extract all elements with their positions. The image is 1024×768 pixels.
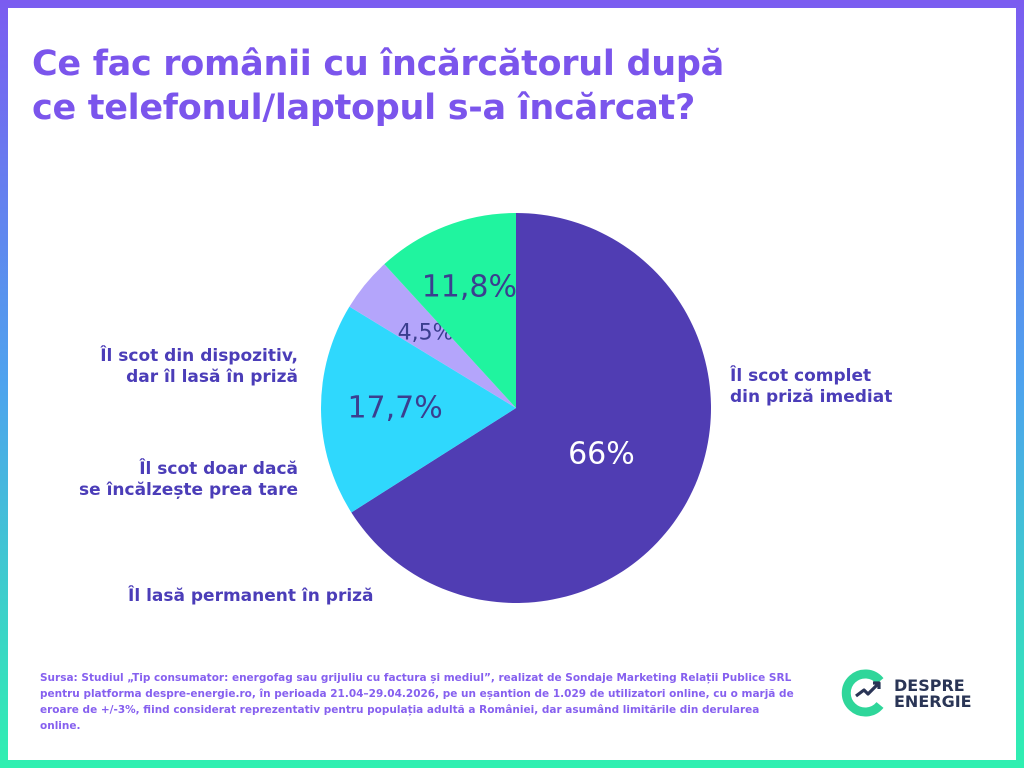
pie-slice <box>349 264 516 408</box>
pie-slice <box>321 306 516 513</box>
slice-value-label: 66% <box>568 436 635 471</box>
logo-line-1: DESPRE <box>894 676 965 695</box>
chart-title: Ce fac românii cu încărcătorul după ce t… <box>32 44 724 128</box>
label-scot-incalzeste: Îl scot doar dacă se încălzește prea tar… <box>79 459 298 500</box>
label-scot-complet: Îl scot complet din priză imediat <box>730 366 893 407</box>
logo-line-2: ENERGIE <box>894 692 972 711</box>
source-note: Sursa: Studiul „Tip consumator: energofa… <box>40 672 794 732</box>
energy-logo-icon <box>841 669 884 717</box>
despre-energie-logo: DESPRE ENERGIE <box>840 668 980 718</box>
pie-slice <box>384 213 516 408</box>
label-scot-dispozitiv: Îl scot din dispozitiv, dar îl lasă în p… <box>100 346 298 387</box>
pie-slice <box>351 213 711 603</box>
slice-value-label: 11,8% <box>422 270 517 305</box>
label-lasa-permanent: Îl lasă permanent în priză <box>128 586 374 606</box>
slice-value-label: 17,7% <box>347 391 442 426</box>
